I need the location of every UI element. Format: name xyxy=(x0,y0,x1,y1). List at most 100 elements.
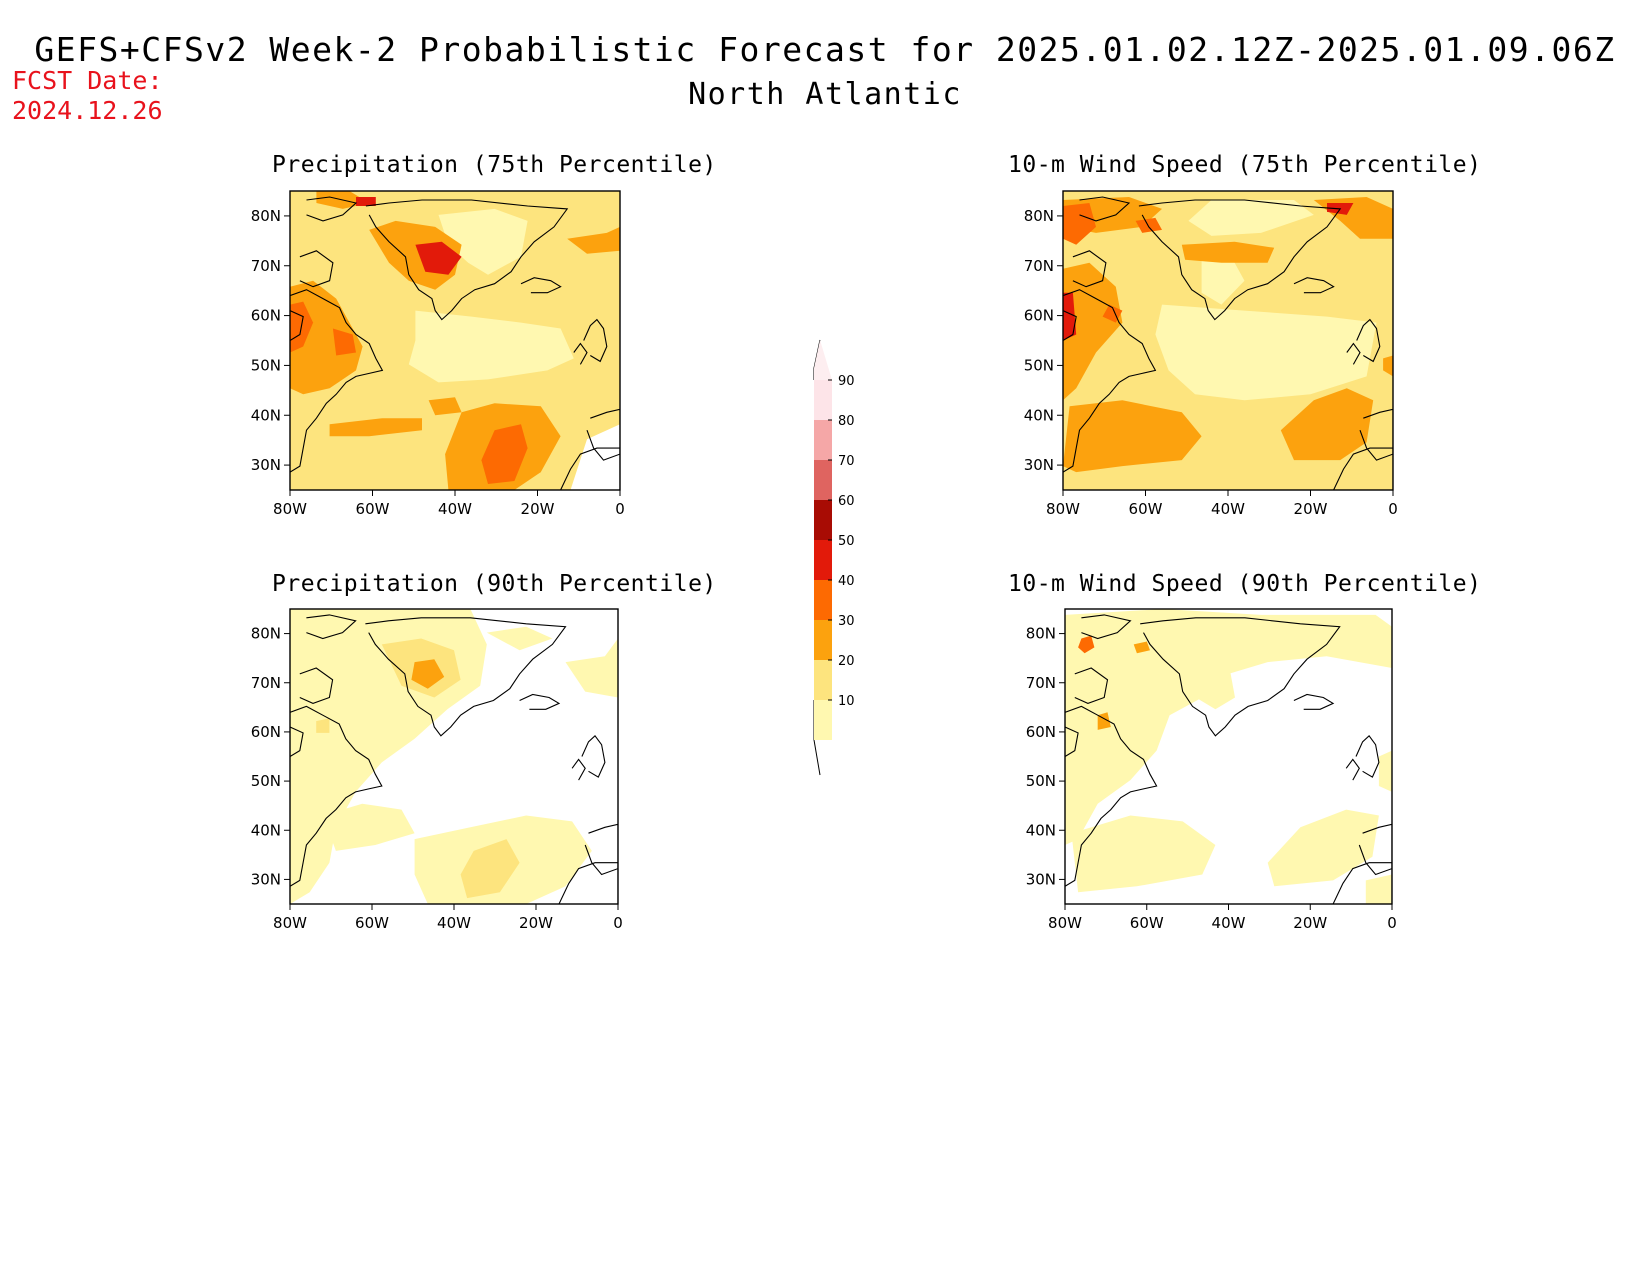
probability-region xyxy=(329,418,422,437)
probability-region xyxy=(411,659,445,689)
lat-tick-label: 50N xyxy=(1024,356,1054,374)
coastline xyxy=(1063,196,1393,490)
colorbar-level-label: 90 xyxy=(838,374,855,389)
probability-region xyxy=(481,424,528,484)
probability-region xyxy=(332,328,356,356)
lat-tick-label: 70N xyxy=(1024,257,1054,275)
probability-region xyxy=(565,638,618,698)
coastline xyxy=(290,196,620,490)
probability-region xyxy=(1135,217,1162,233)
lat-tick-label: 80N xyxy=(251,625,281,643)
lat-tick-label: 30N xyxy=(1026,870,1056,888)
probability-fill xyxy=(290,609,618,904)
fcst-date: FCST Date: 2024.12.26 xyxy=(12,66,163,126)
probability-fill xyxy=(1065,609,1392,904)
lat-tick-label: 40N xyxy=(251,406,281,424)
lat-tick-label: 40N xyxy=(251,821,281,839)
probability-region xyxy=(1188,200,1314,236)
panel-title-wind-75: 10-m Wind Speed (75th Percentile) xyxy=(1008,152,1482,178)
colorbar: 10 20 30 40 50 60 70 80 90 xyxy=(813,339,855,776)
probability-fill xyxy=(290,191,620,490)
lat-tick-label: 60N xyxy=(251,307,281,325)
probability-region xyxy=(1365,874,1392,904)
map-panel-precip-90: 80N 70N 60N 50N 40N 30N 80W 60W 40W 20W 0 xyxy=(251,608,623,932)
page-title: GEFS+CFSv2 Week-2 Probabilistic Forecast… xyxy=(34,30,1616,69)
lat-tick-label: 80N xyxy=(1026,625,1056,643)
colorbar-level-label: 50 xyxy=(838,534,855,549)
colorbar-level-label: 40 xyxy=(838,574,855,589)
colorbar-swatch xyxy=(814,660,832,700)
probability-region xyxy=(408,310,574,383)
lon-tick-label: 60W xyxy=(355,914,389,932)
colorbar-swatch xyxy=(814,700,832,740)
colorbar-swatch xyxy=(814,500,832,540)
lon-tick-label: 80W xyxy=(273,500,307,518)
lat-tick-label: 60N xyxy=(1024,307,1054,325)
colorbar-swatch xyxy=(814,380,832,420)
lat-tick-label: 30N xyxy=(251,870,281,888)
probability-region xyxy=(460,839,520,899)
colorbar-level-label: 60 xyxy=(838,494,855,509)
probability-region xyxy=(1267,809,1379,887)
map-panel-precip-75: 80N 70N 60N 50N 40N 30N 80W 60W 40W 20W 0 xyxy=(251,190,625,518)
probability-region xyxy=(356,197,376,206)
probability-region xyxy=(290,280,363,395)
colorbar-level-label: 70 xyxy=(838,454,855,469)
colorbar-swatch xyxy=(814,580,832,620)
probability-region xyxy=(1181,241,1275,263)
lon-tick-label: 0 xyxy=(1388,500,1398,518)
colorbar-level-label: 80 xyxy=(838,414,855,429)
lon-tick-label: 0 xyxy=(613,914,623,932)
lat-tick-label: 80N xyxy=(1024,207,1054,225)
fcst-date-value: 2024.12.26 xyxy=(12,96,163,125)
fcst-date-label: FCST Date: xyxy=(12,66,163,95)
lon-tick-label: 20W xyxy=(519,914,553,932)
probability-region xyxy=(1063,203,1096,245)
probability-region xyxy=(438,208,528,275)
lat-tick-label: 50N xyxy=(1026,772,1056,790)
probability-region xyxy=(1155,304,1377,401)
panel-title-precip-90: Precipitation (90th Percentile) xyxy=(272,571,717,597)
lon-tick-label: 40W xyxy=(1212,914,1246,932)
probability-region xyxy=(1063,262,1123,401)
lon-tick-label: 0 xyxy=(1387,914,1397,932)
colorbar-swatch xyxy=(814,620,832,660)
lon-tick-label: 80W xyxy=(1046,500,1080,518)
probability-region xyxy=(1065,609,1392,845)
probability-region xyxy=(415,241,462,275)
probability-fill xyxy=(1063,191,1393,490)
lon-tick-label: 20W xyxy=(1294,500,1328,518)
lon-tick-label: 40W xyxy=(438,500,472,518)
colorbar-swatch xyxy=(814,460,832,500)
colorbar-level-label: 30 xyxy=(838,614,855,629)
lon-tick-label: 60W xyxy=(1130,914,1164,932)
colorbar-swatch xyxy=(814,420,832,460)
coastline xyxy=(1065,614,1392,904)
probability-region xyxy=(1063,292,1077,341)
probability-region xyxy=(322,803,415,851)
lon-tick-label: 20W xyxy=(521,500,555,518)
colorbar-level-label: 20 xyxy=(838,654,855,669)
lat-tick-label: 60N xyxy=(251,723,281,741)
lon-tick-label: 20W xyxy=(1293,914,1327,932)
lon-tick-label: 40W xyxy=(1211,500,1245,518)
lat-tick-label: 60N xyxy=(1026,723,1056,741)
lat-tick-label: 30N xyxy=(1024,456,1054,474)
lon-tick-label: 0 xyxy=(615,500,625,518)
map-panel-wind-90: 80N 70N 60N 50N 40N 30N 80W 60W 40W 20W 0 xyxy=(1026,608,1397,932)
lat-tick-label: 40N xyxy=(1026,821,1056,839)
coastline xyxy=(290,614,618,904)
lat-tick-label: 70N xyxy=(251,257,281,275)
probability-region xyxy=(567,226,620,254)
lon-tick-label: 60W xyxy=(356,500,390,518)
lat-tick-label: 70N xyxy=(1026,674,1056,692)
lat-tick-label: 70N xyxy=(251,674,281,692)
probability-region xyxy=(1071,815,1216,893)
probability-region xyxy=(1280,388,1374,461)
lon-tick-label: 40W xyxy=(437,914,471,932)
lon-tick-label: 80W xyxy=(1048,914,1082,932)
probability-region xyxy=(1195,662,1235,710)
colorbar-swatch xyxy=(814,540,832,580)
colorbar-level-label: 10 xyxy=(838,694,855,709)
lat-tick-label: 50N xyxy=(251,356,281,374)
